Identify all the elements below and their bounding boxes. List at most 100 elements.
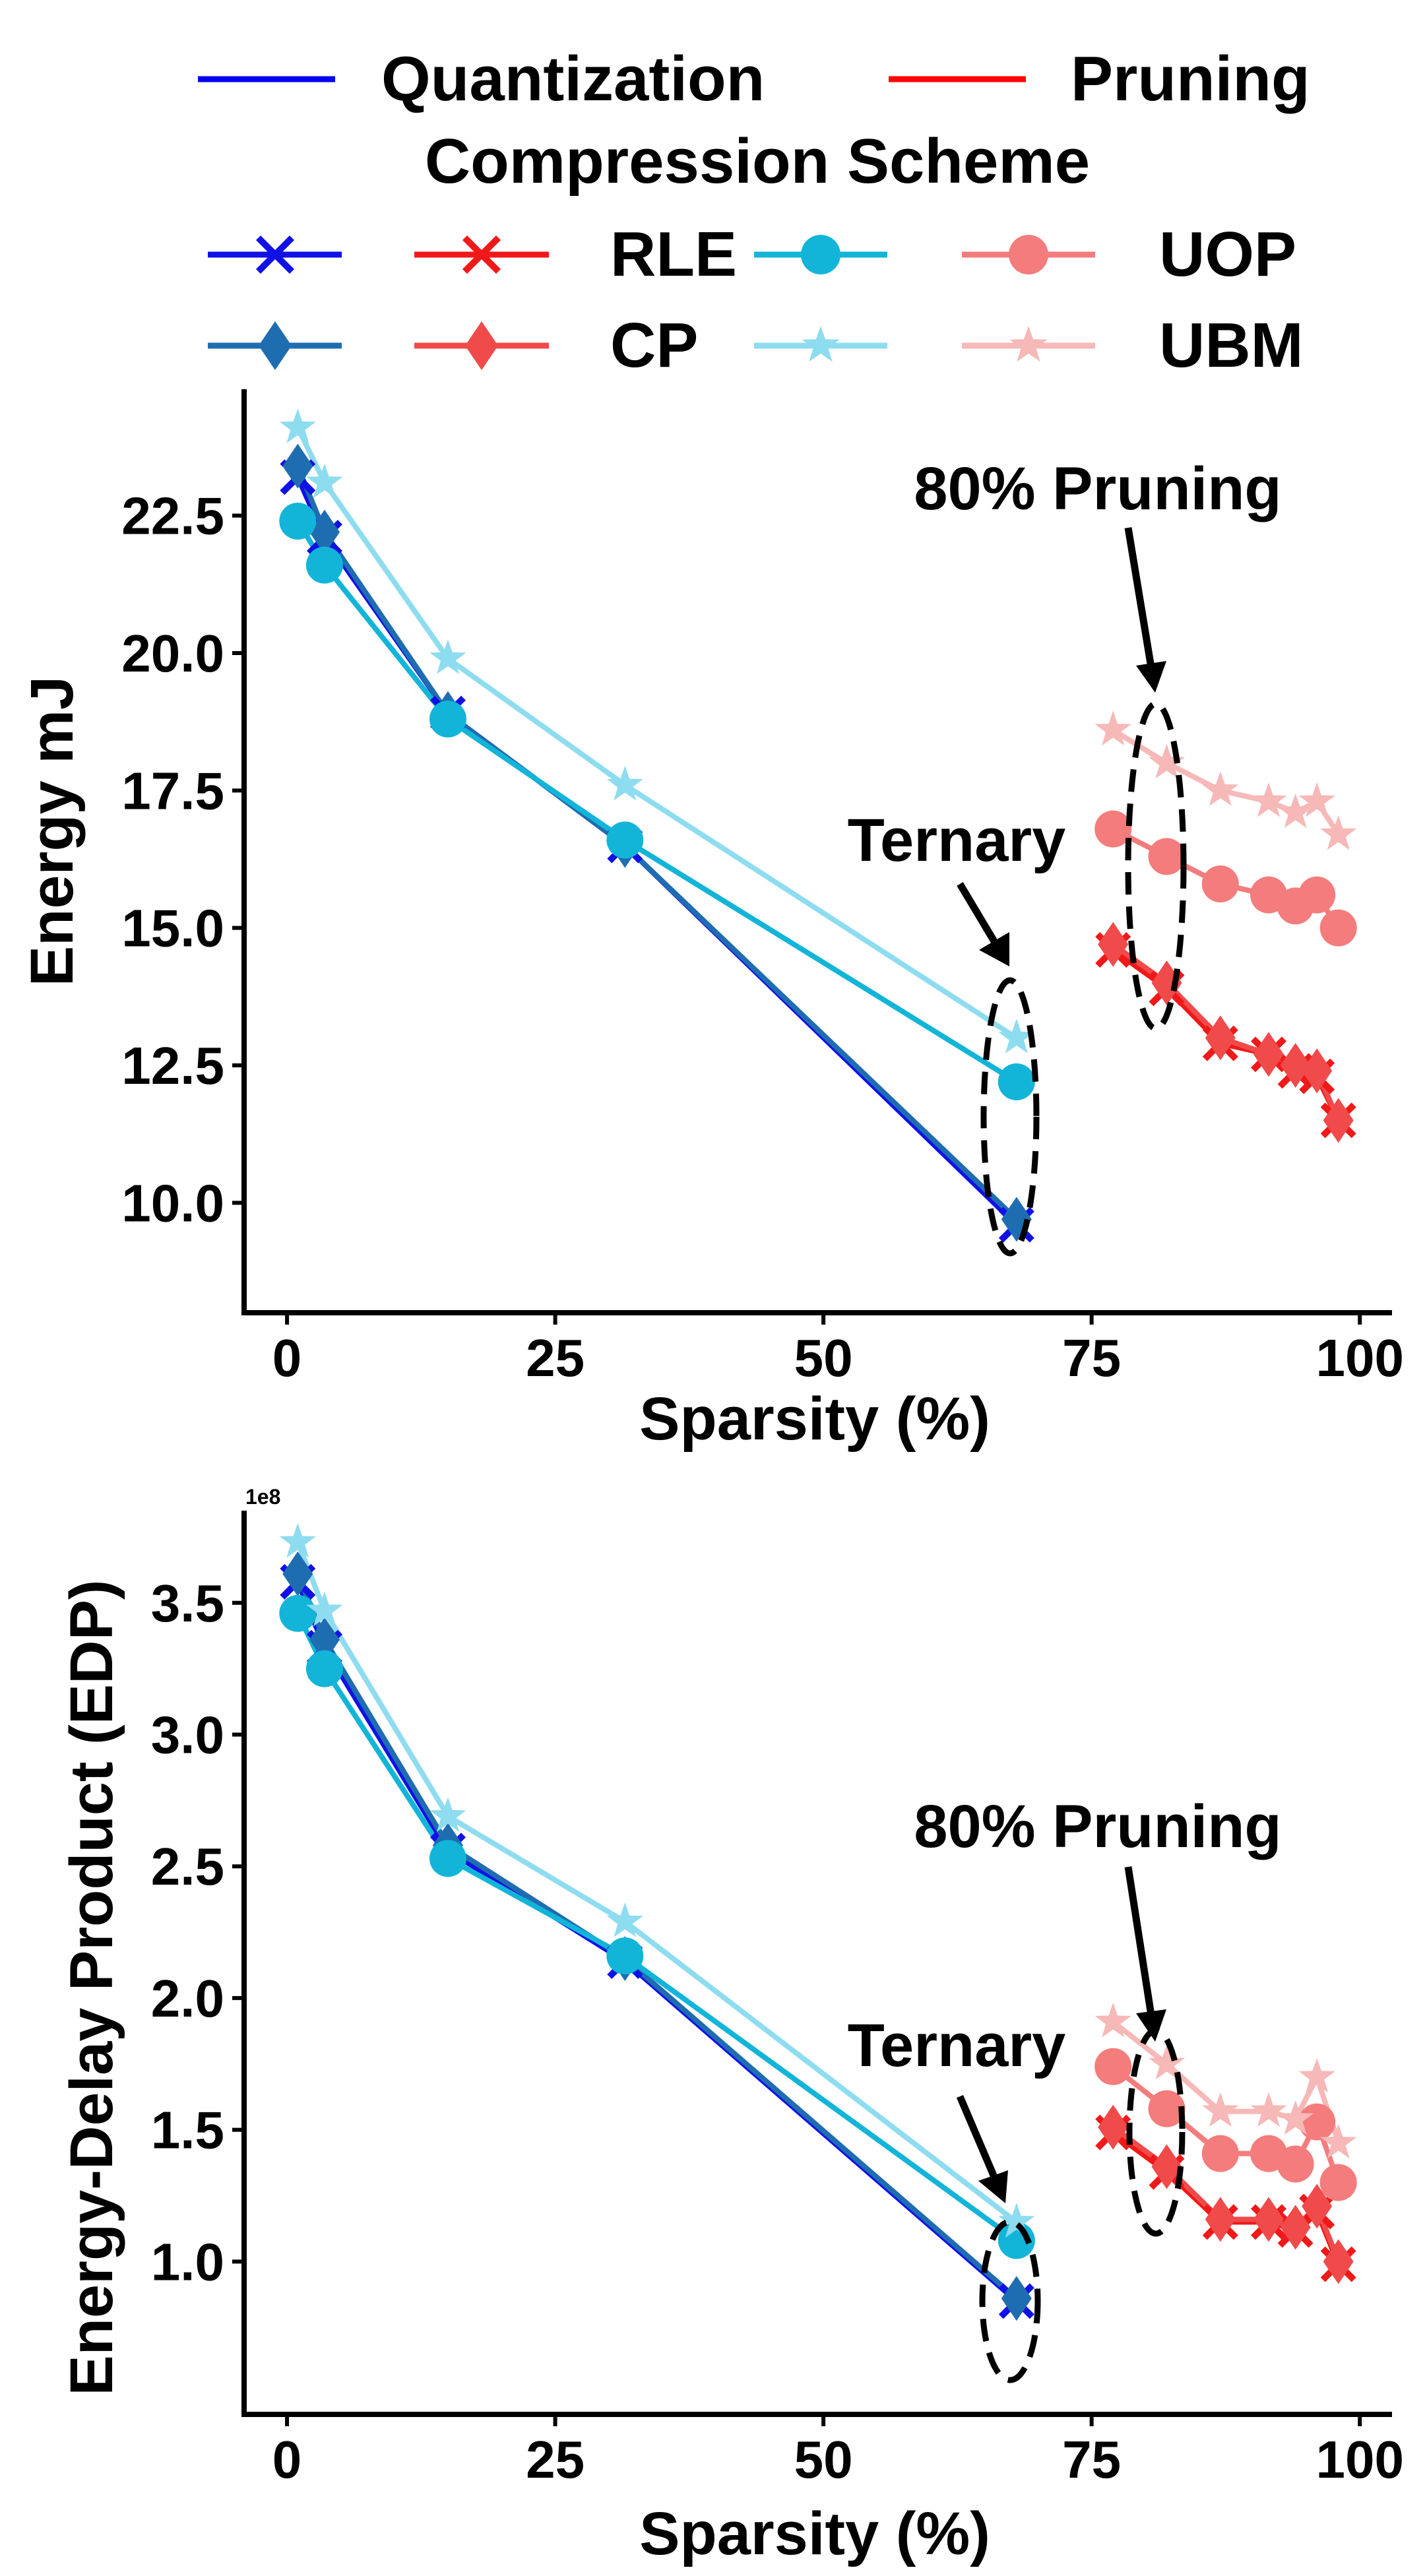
energy-data-layer [279,408,1357,1243]
y-tick-label: 2.0 [151,1969,224,2028]
quantization-uop-point [429,701,466,738]
star-marker-icon [802,326,840,362]
pruning-annotation: 80% Pruning [914,455,1281,522]
pruning-cp-point [1205,2197,1236,2242]
x-tick-label: 50 [794,1329,853,1387]
ternary-arrow [957,882,998,943]
energy-y-axis-label: Energy mJ [18,676,86,986]
pruning-uop-point [1094,810,1132,848]
pruning-cp-point [1098,2104,1129,2150]
quantization-ubm-point [998,2203,1035,2238]
pruning-ubm-point [1148,2044,1186,2080]
pruning-uop-point [1148,838,1186,875]
legend-marker-p-uop [962,235,1095,274]
pruning-ubm-point [1298,2058,1335,2093]
quantization-ubm-point [306,463,343,499]
pruning-arrow-head [1136,2009,1166,2042]
pruning-ubm-point [1094,710,1131,746]
pruning-cp-point [1253,1032,1284,1077]
pruning-uop-point [1094,2048,1132,2085]
quantization-ubm-point [279,408,316,443]
x-tick-label: 0 [272,2430,302,2489]
quantization-ubm-point [606,1902,643,1937]
pruning-ubm-point [1320,815,1357,850]
y-tick-label: 10.0 [121,1174,224,1232]
quantization-ubm-line [295,426,1018,1040]
x-tick-label: 100 [1315,1329,1403,1387]
energy-chart: Ternary 80% Pruning Sparsity (%) Energy … [18,389,1404,1453]
pruning-ellipse [1125,701,1187,1032]
pruning-arrow [1124,1866,1155,2016]
pruning-cp-point [1098,922,1129,967]
x-tick-label: 25 [526,1329,585,1387]
pruning-uop-point [1298,876,1336,914]
quantization-ubm-line [295,1541,1019,2224]
quantization-ubm-point [279,1523,316,1558]
quantization-ubm-point [606,766,643,801]
quantization-uop-point [998,1063,1035,1100]
energy-x-axis-label: Sparsity (%) [639,1385,990,1453]
pruning-ubm-point [1202,771,1239,806]
pruning-cp-point [1253,2197,1284,2242]
pruning-uop-point [1319,2164,1357,2201]
edp-y-axis-label: Energy-Delay Product (EDP) [58,1579,125,2395]
ternary-arrow [956,2094,998,2179]
y-tick-label: 1.0 [151,2232,224,2291]
edp-x-axis-label: Sparsity (%) [639,2500,990,2567]
quantization-uop-line [295,519,1018,1084]
y-tick-label: 2.5 [151,1837,224,1896]
pruning-annotation: 80% Pruning [914,1793,1281,1860]
legend-marker-q-cp [208,321,342,370]
y-tick-label: 17.5 [121,761,224,820]
legend-ubm-label: UBM [1159,310,1304,381]
quantization-cp-point [309,509,340,555]
legend-marker-q-ubm [754,326,887,362]
pruning-ubm-line [1112,728,1341,836]
pruning-ubm-point [1202,2092,1239,2127]
axes: 0 25 50 75 100 1.0 1.5 2.0 2.5 3.0 3.5 [151,1511,1404,2489]
quantization-cp-line [295,1573,1019,2301]
edp-chart: Ternary 80% Pruning 1e8 Sparsity (%) Ene… [58,1485,1404,2567]
y-tick-label: 1.5 [151,2101,224,2160]
circle-marker-icon [801,235,840,274]
pruning-uop-point [1298,2103,1336,2141]
pruning-uop-point [1201,2135,1239,2172]
quantization-uop-point [606,1937,644,1975]
legend-pruning-label: Pruning [1071,44,1310,114]
y-tick-label: 3.0 [151,1706,224,1765]
diamond-marker-icon [465,321,498,370]
pruning-cp-point [1323,2239,1354,2284]
legend-quantization-label: Quantization [381,44,765,114]
pruning-ubm-point [1277,2100,1314,2135]
legend-cp-label: CP [610,310,698,381]
y-tick-label: 22.5 [121,487,224,546]
edp-y-exponent-label: 1e8 [245,1485,280,1509]
quantization-cp-point [282,1551,313,1596]
legend-uop-label: UOP [1159,219,1296,290]
x-tick-label: 75 [1062,2430,1121,2489]
quantization-ubm-point [429,1797,466,1832]
quantization-ubm-point [998,1019,1035,1053]
quantization-uop-point [606,821,644,859]
legend-rle-label: RLE [610,219,737,290]
quantization-uop-point [279,1594,317,1632]
quantization-uop-point [305,1650,343,1687]
pruning-ubm-point [1250,782,1287,817]
pruning-uop-point [1148,2090,1186,2127]
legend: Quantization Pruning Compression Scheme … [198,44,1310,381]
pruning-ubm-point [1250,2092,1287,2127]
legend-marker-q-rle [208,236,342,274]
pruning-cp-point [1151,2144,1182,2189]
y-tick-label: 15.0 [121,899,224,958]
pruning-uop-point [1201,865,1239,902]
pruning-arrow-head [1136,661,1166,693]
quantization-cp-point [282,443,313,489]
quantization-uop-point [305,546,343,584]
ternary-annotation: Ternary [848,807,1066,874]
edp-annotation-layer: Ternary 80% Pruning [848,1793,1282,2383]
legend-marker-p-rle [414,236,549,274]
x-tick-label: 25 [526,2430,585,2489]
legend-title: Compression Scheme [425,126,1090,197]
